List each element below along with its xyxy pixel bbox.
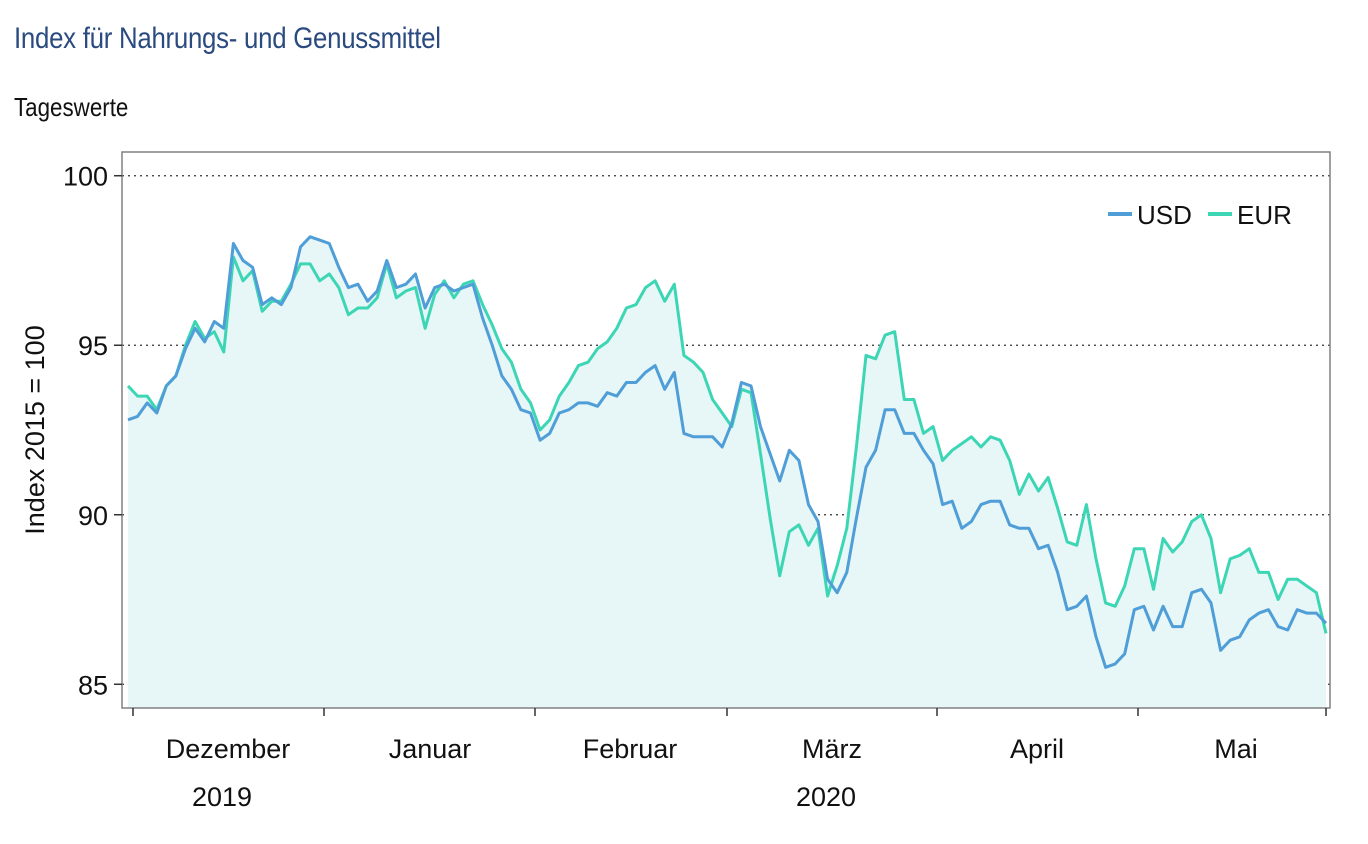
y-tick-label-100: 100 bbox=[63, 162, 108, 192]
y-axis: 85 90 95 100 bbox=[63, 162, 122, 700]
series-line-usd bbox=[127, 235, 1328, 669]
plot-frame bbox=[121, 151, 1331, 709]
x-year-label-2019: 2019 bbox=[192, 782, 252, 812]
y-tick-label-95: 95 bbox=[78, 331, 108, 361]
y-tick-label-90: 90 bbox=[78, 501, 108, 531]
x-month-label-4: April bbox=[1010, 734, 1064, 764]
y-axis-title: Index 2015 = 100 bbox=[20, 325, 50, 534]
series-lines bbox=[126, 235, 1328, 669]
x-month-label-0: Dezember bbox=[166, 734, 291, 764]
area-fill bbox=[128, 236, 1326, 709]
x-month-label-5: Mai bbox=[1214, 734, 1258, 764]
legend-label-usd: USD bbox=[1137, 200, 1192, 230]
chart-title: Index für Nahrungs- und Genussmittel bbox=[14, 22, 441, 55]
y-tick-label-85: 85 bbox=[78, 670, 108, 700]
legend: USD EUR bbox=[1108, 200, 1292, 230]
x-month-label-2: Februar bbox=[583, 734, 678, 764]
x-axis: Dezember Januar Februar März April Mai 2019 202… bbox=[132, 708, 1327, 812]
x-year-label-2020: 2020 bbox=[796, 782, 856, 812]
legend-label-eur: EUR bbox=[1237, 200, 1292, 230]
chart-subtitle: Tageswerte bbox=[14, 92, 129, 122]
x-month-label-3: März bbox=[802, 734, 862, 764]
x-month-label-1: Januar bbox=[389, 734, 472, 764]
series-line-eur bbox=[126, 255, 1328, 634]
